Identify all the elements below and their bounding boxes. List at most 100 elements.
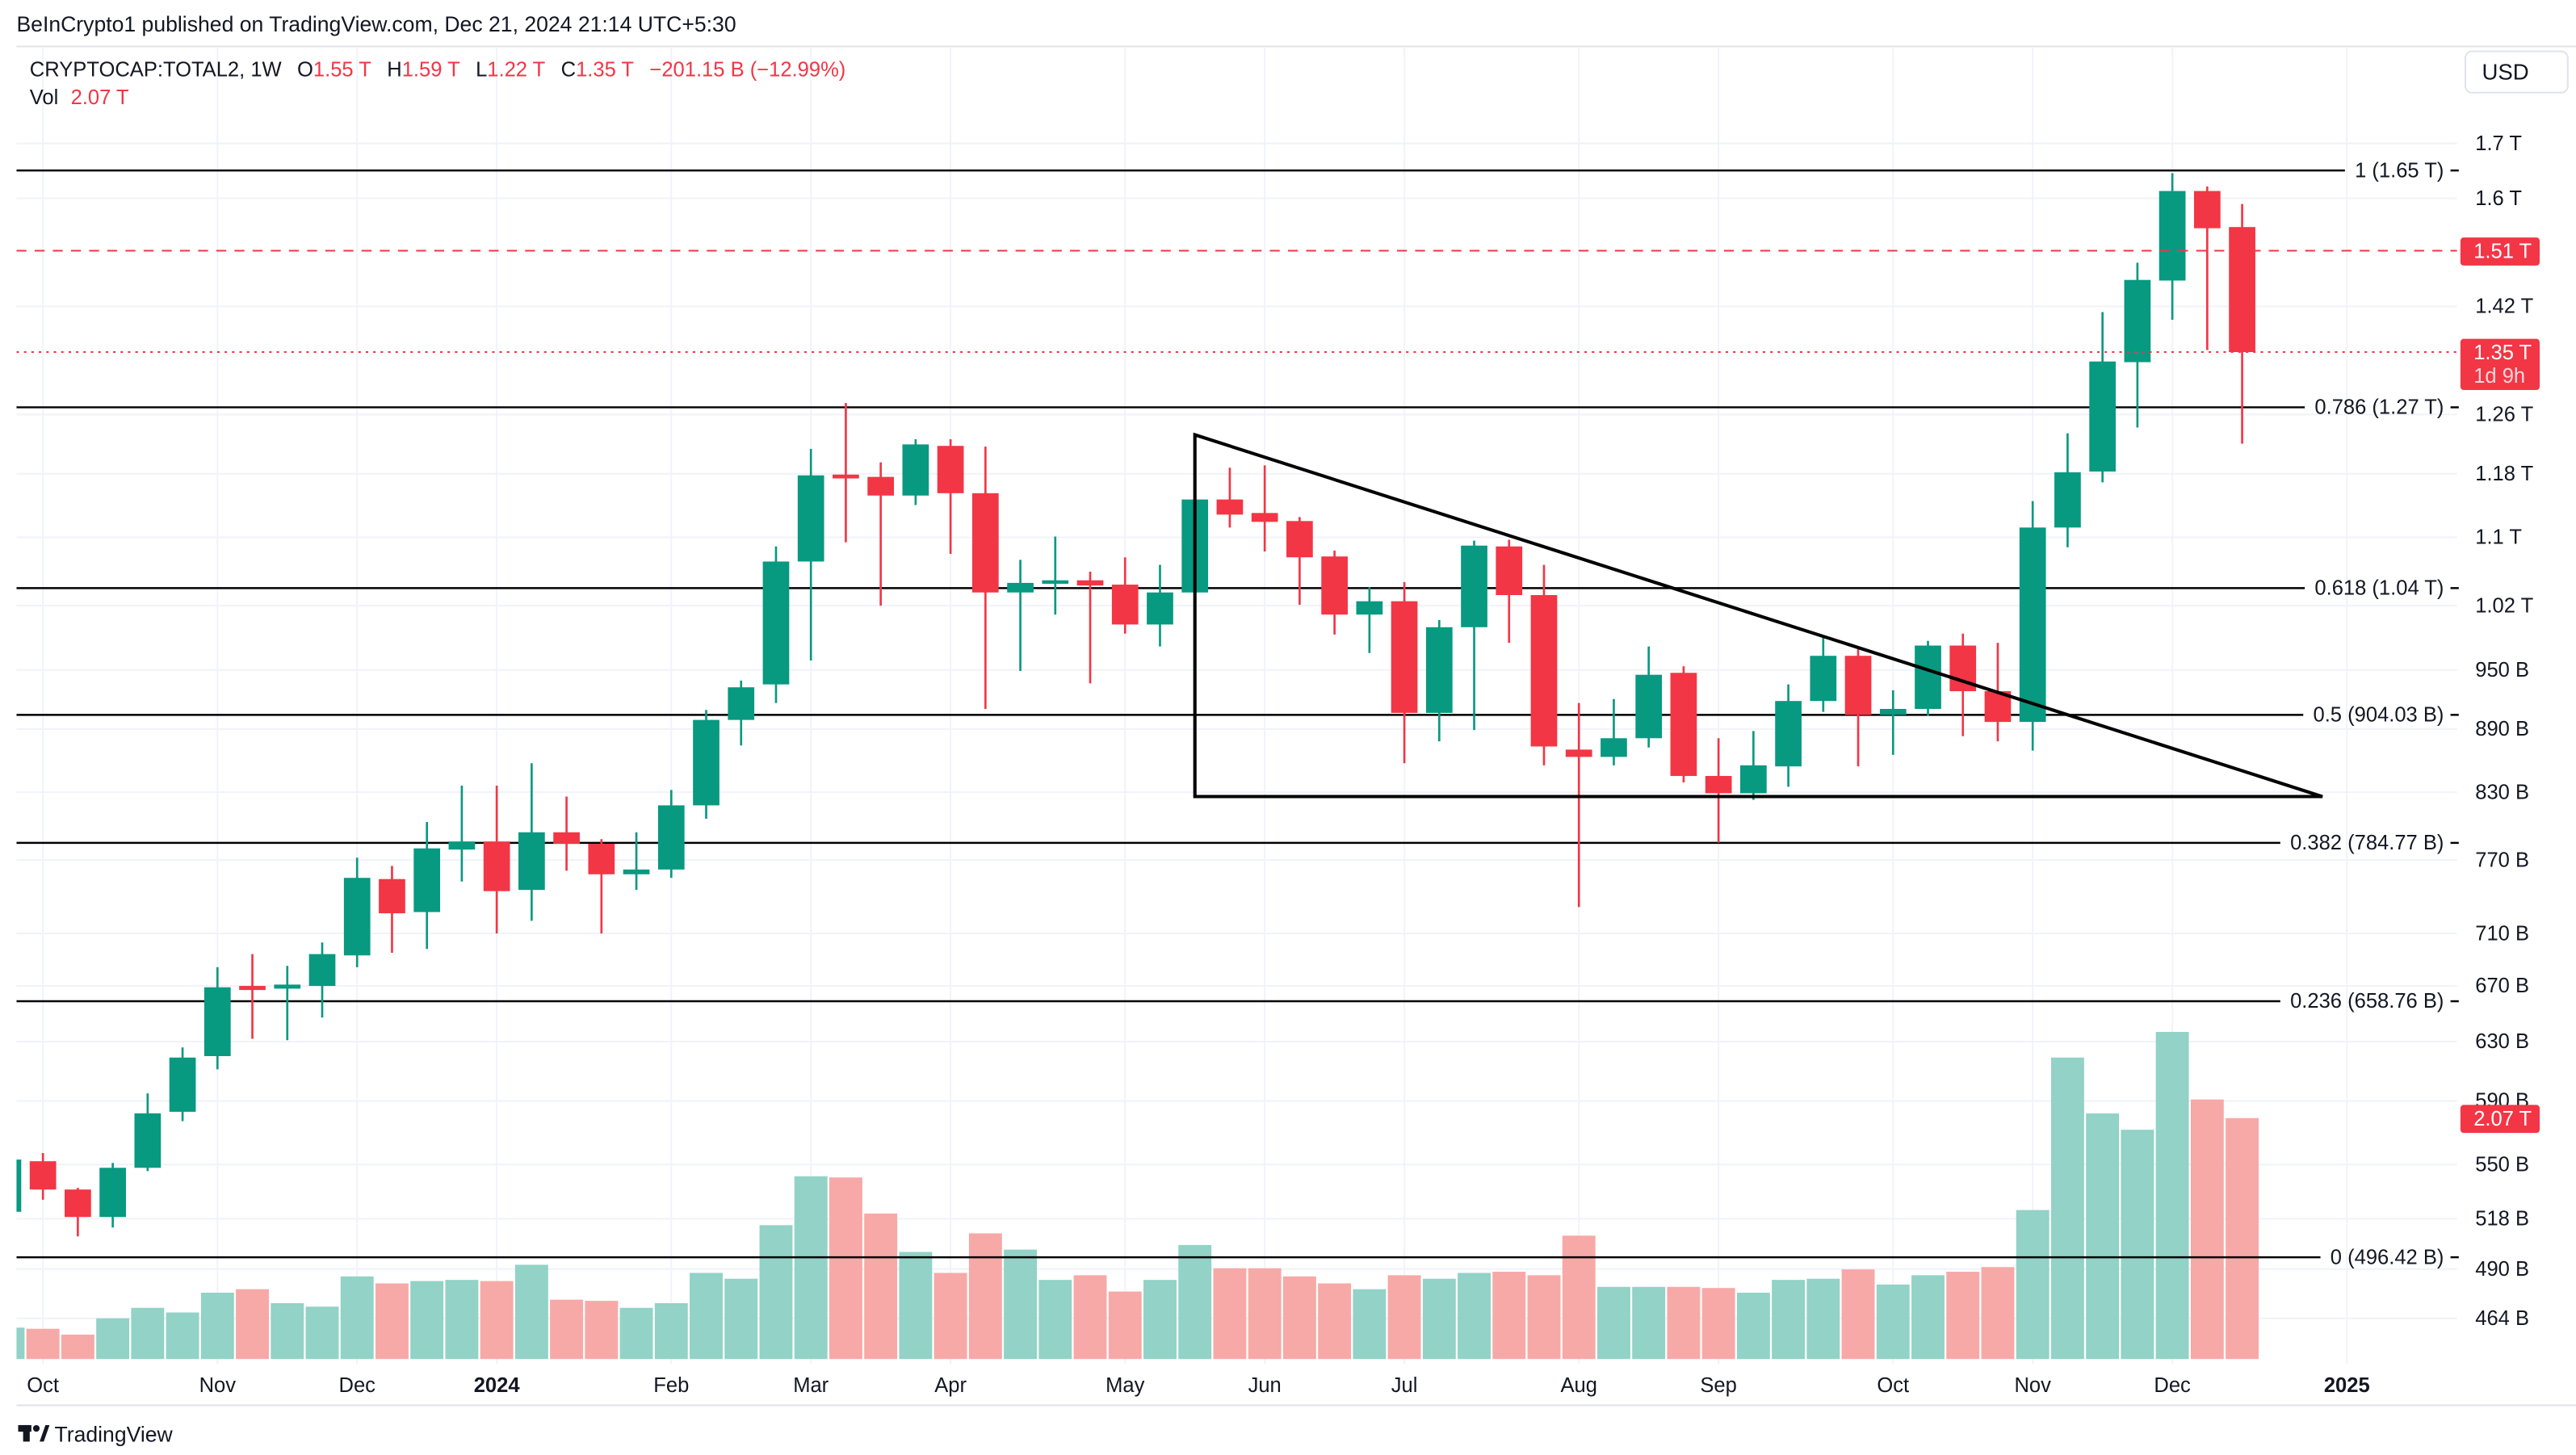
candle-body — [588, 843, 615, 874]
candle-body — [99, 1168, 126, 1218]
price-tick-label: 950 B — [2475, 659, 2529, 681]
candle — [274, 966, 301, 1041]
candle — [1810, 637, 1837, 712]
candle — [1601, 698, 1627, 765]
open-label: O — [297, 58, 313, 81]
volume-bar — [654, 1302, 688, 1360]
candle-body — [1391, 601, 1418, 713]
price-tick-label: 1.26 T — [2475, 403, 2533, 426]
fib-retracement[interactable] — [16, 169, 2345, 1259]
volume-bar — [1841, 1269, 1875, 1360]
candle — [693, 710, 720, 819]
volume-bar — [1562, 1235, 1596, 1360]
candle-body — [1670, 673, 1697, 777]
triangle-drawing[interactable] — [1193, 432, 2323, 799]
time-tick-label: Sep — [1700, 1374, 1736, 1397]
volume-bar — [1318, 1283, 1352, 1360]
tradingview-logo[interactable]: TradingView — [18, 1422, 174, 1446]
high-label: H — [387, 58, 401, 81]
fib-level-label: 0.786 (1.27 T) — [2314, 396, 2444, 419]
candle-body — [1147, 592, 1173, 625]
open-value: 1.55 T — [313, 58, 371, 81]
candle — [1286, 517, 1313, 606]
candle — [902, 438, 929, 505]
candle — [1391, 581, 1418, 764]
volume-bar — [1911, 1275, 1945, 1360]
candle-body — [203, 987, 231, 1056]
currency-button[interactable]: USD — [2464, 50, 2569, 94]
price-badges: 1.51 T 1.35 T1d 9h 2.07 T — [2460, 237, 2540, 1134]
candle — [134, 1093, 162, 1172]
volume-bar — [1946, 1272, 1980, 1360]
candle — [483, 786, 510, 934]
plot-area[interactable] — [0, 169, 2457, 1360]
volume-bar — [1213, 1268, 1247, 1360]
time-tick-label: Jul — [1391, 1374, 1418, 1397]
volume-series — [16, 1032, 2259, 1360]
candle — [867, 462, 895, 606]
price-tick-label: 1.1 T — [2475, 526, 2522, 549]
volume-bar — [1701, 1288, 1735, 1360]
volume-bar — [864, 1213, 898, 1360]
candle — [518, 763, 545, 921]
candle-body — [1565, 749, 1592, 757]
volume-bar — [1527, 1275, 1561, 1360]
volume-bar — [1632, 1286, 1666, 1360]
volume-label: Vol — [30, 86, 59, 109]
last-price-badge-text: 1.35 T — [2473, 342, 2532, 364]
symbol-label[interactable]: CRYPTOCAP:TOTAL2, 1W — [30, 58, 283, 81]
volume-bar — [1981, 1267, 2015, 1360]
candle-body — [308, 954, 336, 987]
candle-body — [623, 869, 650, 874]
volume-bar — [2121, 1130, 2154, 1360]
low-label: L — [476, 58, 487, 81]
last-price-badge-text: 1d 9h — [2473, 365, 2525, 388]
candle — [65, 1188, 91, 1237]
volume-bar — [1876, 1284, 1910, 1360]
candle — [2019, 501, 2046, 751]
price-axis[interactable]: 1.7 T 1.6 T 1.42 T 1.26 T 1.18 T 1.1 T 1.02 T 9… — [2475, 132, 2533, 1330]
price-tick-label: 830 B — [2475, 781, 2529, 803]
candle — [16, 1159, 22, 1212]
candle-body — [1042, 580, 1069, 584]
candle-body — [2019, 527, 2046, 723]
candle — [1461, 540, 1487, 731]
candle-body — [413, 848, 441, 912]
candle-body — [1216, 499, 1244, 515]
time-axis[interactable]: Oct Nov Dec 2024 Feb Mar Apr May Jun Jul Aug Sep Oct… — [16, 1374, 2576, 1407]
candle — [1111, 557, 1139, 634]
volume-bar — [585, 1301, 619, 1360]
volume-bar — [690, 1273, 723, 1360]
volume-bar — [1492, 1272, 1526, 1360]
candle-body — [379, 878, 405, 914]
volume-bar — [271, 1302, 304, 1360]
candle — [448, 786, 476, 882]
volume-badge-text: 2.07 T — [2473, 1108, 2532, 1130]
currency-label[interactable]: USD — [2482, 59, 2528, 84]
volume-bar — [1458, 1273, 1491, 1360]
volume-bar — [1178, 1244, 1212, 1360]
candle — [1496, 539, 1523, 644]
price-tick-label: 1.18 T — [2475, 463, 2533, 485]
candle-body — [1251, 513, 1278, 522]
candle — [379, 866, 405, 954]
candle — [971, 447, 999, 709]
candle-body — [1007, 582, 1034, 593]
time-tick-label: Aug — [1560, 1374, 1596, 1397]
descending-triangle[interactable] — [1193, 432, 2323, 799]
candle — [1007, 560, 1034, 671]
tradingview-logo-icon — [18, 1424, 50, 1442]
candle-body — [1496, 546, 1523, 596]
fib-level-label: 0.618 (1.04 T) — [2314, 577, 2444, 600]
volume-bar — [61, 1334, 94, 1360]
candle — [1356, 587, 1383, 653]
candle-body — [833, 474, 859, 479]
volume-bar — [200, 1292, 234, 1360]
candle-body — [797, 475, 824, 562]
volume-bar — [340, 1276, 374, 1360]
price-tick-label: 770 B — [2475, 849, 2529, 871]
volume-bar — [445, 1280, 479, 1360]
candle — [1775, 684, 1802, 787]
